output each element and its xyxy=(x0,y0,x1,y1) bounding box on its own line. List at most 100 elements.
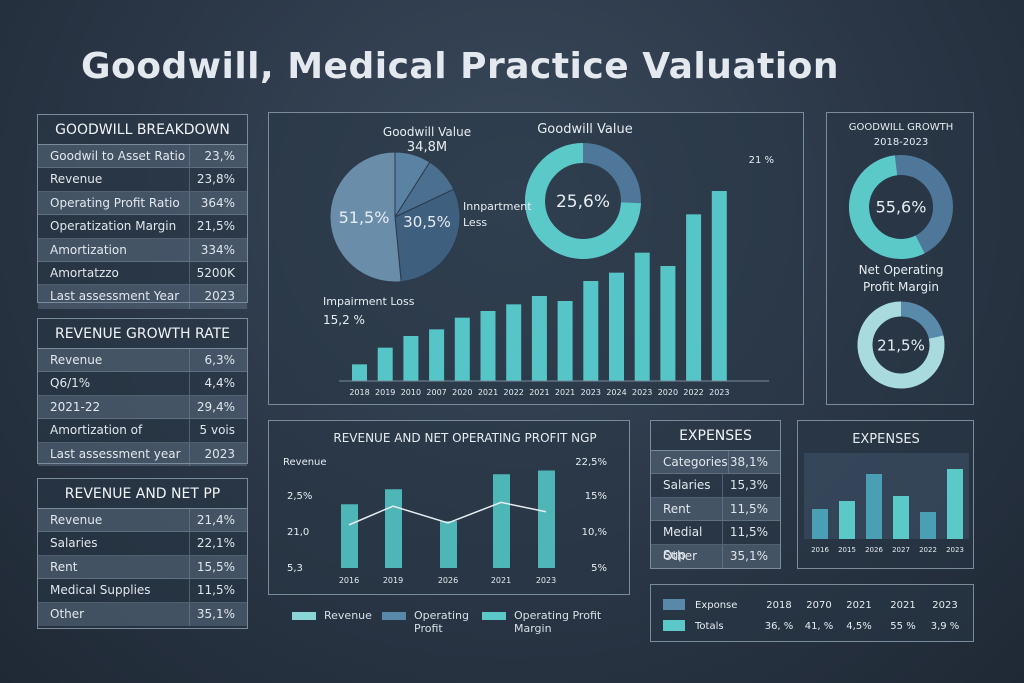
table-row: Operating Profit Ratio 364% xyxy=(38,191,247,216)
legend-header: 2018 xyxy=(766,600,791,611)
bar-9 xyxy=(583,281,599,381)
tick-label: 2023 xyxy=(581,388,601,397)
legend-item-operating-profit: Operating Profit xyxy=(382,609,482,635)
row-label: Rent xyxy=(50,559,78,574)
expense-bar-1 xyxy=(839,501,855,539)
row-value: 35,1% xyxy=(189,602,247,626)
goodwill-donut-label: 25,6% xyxy=(556,192,610,212)
top-right-label: 21 % xyxy=(749,155,774,166)
table-row: Categories 38,1% xyxy=(651,451,780,475)
revenue-profit-title: REVENUE AND NET OPERATING PROFIT NGP xyxy=(333,431,596,445)
row-label: Amortatzzo xyxy=(50,265,119,280)
legend-swatch-expense xyxy=(663,599,685,610)
revenue-profit-legend: Revenue Operating Profit Operating Profi… xyxy=(292,609,612,635)
tick-label: 2022 xyxy=(504,388,524,397)
table-row: Revenue 23,8% xyxy=(38,168,247,192)
goodwill-growth-donut-label: 55,6% xyxy=(876,198,927,217)
pie-side-label-2: Less xyxy=(463,216,487,229)
row-value: 4,4% xyxy=(189,372,247,395)
tick-label: 2021 xyxy=(555,388,575,397)
legend-expense-label: Exponse xyxy=(695,600,737,611)
legend-header: 2021 xyxy=(890,600,915,611)
table-row: Goodwil to Asset Ratio 23,% xyxy=(38,145,247,169)
legend-label: Revenue xyxy=(324,609,372,622)
tick-label: 2021 xyxy=(529,388,549,397)
table-row: Q6/1% 4,4% xyxy=(38,372,247,396)
expenses-table-title: EXPENSES xyxy=(651,421,780,451)
row-value: 364% xyxy=(189,191,247,215)
bottom-legend-table: Exponse Totals 2018 2070 2021 2021 2023 36, %… xyxy=(650,584,974,642)
row-value: 5200K xyxy=(189,261,247,285)
left-tick: 5,3 xyxy=(287,563,303,574)
right-tick: 22,5% xyxy=(575,457,607,468)
tick-label: 2007 xyxy=(426,388,446,397)
pie-label-big: 51,5% xyxy=(339,208,390,227)
table-row: Last assessment Year 2023 xyxy=(38,285,247,309)
row-label: Salaries xyxy=(663,478,711,493)
main-chart: 2018 2019 2010 2007 2020 2021 2022 2021 2021 2023… xyxy=(323,122,774,397)
expense-bar-2 xyxy=(866,474,882,539)
table-row: Medial Sup 11,5% xyxy=(651,521,780,562)
revenue-profit-panel: REVENUE AND NET OPERATING PROFIT NGP Rev… xyxy=(268,420,630,595)
legend-item-operating-profit-margin: Operating Profit Margin xyxy=(482,609,612,635)
tick-label: 2023 xyxy=(632,388,652,397)
revenue-growth-title: REVENUE GROWTH RATE xyxy=(38,319,247,349)
legend-header: 2021 xyxy=(846,600,871,611)
expense-bar-3 xyxy=(893,496,909,539)
tick-label: 2015 xyxy=(838,546,856,554)
tick-label: 2023 xyxy=(946,546,964,554)
pie-label-small: 30,5% xyxy=(403,213,451,231)
bottom-legend: Exponse Totals 2018 2070 2021 2021 2023 36, %… xyxy=(663,599,960,632)
right-tick: 10,% xyxy=(582,527,607,538)
row-label: Goodwil to Asset Ratio xyxy=(50,149,186,163)
tick-label: 2021 xyxy=(478,388,498,397)
row-value: 38,1% xyxy=(727,451,780,474)
expenses-plot-bg xyxy=(804,453,969,539)
revenue-bar-1 xyxy=(385,489,402,568)
revenue-net-title: REVENUE AND NET PP xyxy=(38,479,247,509)
table-row: Rent 15,5% xyxy=(38,555,247,580)
npm-donut-arc xyxy=(857,301,945,389)
revenue-bar-3 xyxy=(493,474,510,568)
row-label: Revenue xyxy=(50,513,103,527)
goodwill-breakdown-table: GOODWILL BREAKDOWN Goodwil to Asset Rati… xyxy=(37,114,248,309)
row-label: Revenue xyxy=(50,353,103,367)
bar-3 xyxy=(429,329,445,381)
row-label: 2021-22 xyxy=(50,399,101,414)
bar-0 xyxy=(352,364,367,381)
row-label: Operating Profit Ratio xyxy=(50,195,180,210)
table-row: Rent 11,5% xyxy=(651,497,780,522)
legend-value: 3,9 % xyxy=(931,621,960,632)
left-axis-title: Revenue xyxy=(283,457,327,468)
table-row: Revenue 21,4% xyxy=(38,509,247,533)
row-label: Categories xyxy=(663,455,728,469)
expenses-table: EXPENSES Categories 38,1% Salaries 15,3% Ren… xyxy=(650,420,781,569)
pie-slice-1 xyxy=(394,188,461,283)
table-row: Medical Supplies 11,5% xyxy=(38,579,247,603)
legend-value: 36, % xyxy=(765,621,794,632)
goodwill-growth-chart: GOODWILL GROWTH 2018-2023 55,6% Net Oper… xyxy=(849,122,953,389)
tick-label: 2019 xyxy=(383,576,403,585)
tick-label: 2024 xyxy=(606,388,626,397)
table-row: Salaries 15,3% xyxy=(651,474,780,498)
table-row: Revenue 6,3% xyxy=(38,349,247,373)
row-value: 15,5% xyxy=(189,555,247,579)
pie-value: 34,8M xyxy=(407,140,447,155)
bar-2 xyxy=(403,336,419,381)
revenue-bar-4 xyxy=(538,470,555,568)
goodwill-growth-title: GOODWILL GROWTH xyxy=(849,122,953,133)
legend-header: 2070 xyxy=(806,600,831,611)
left-tick: 21,0 xyxy=(287,527,309,538)
bar-12 xyxy=(660,266,676,381)
legend-swatch xyxy=(292,612,316,620)
tick-label: 2022 xyxy=(683,388,703,397)
row-label: Medical Supplies xyxy=(50,583,151,598)
bar-4 xyxy=(454,317,470,381)
impairment-label: Impairment Loss xyxy=(323,295,415,308)
row-value: 2023 xyxy=(189,442,247,466)
tick-label: 2016 xyxy=(339,576,359,585)
margin-line xyxy=(348,501,547,526)
tick-label: 2022 xyxy=(919,546,937,554)
tick-label: 2016 xyxy=(811,546,829,554)
row-value: 334% xyxy=(189,238,247,261)
